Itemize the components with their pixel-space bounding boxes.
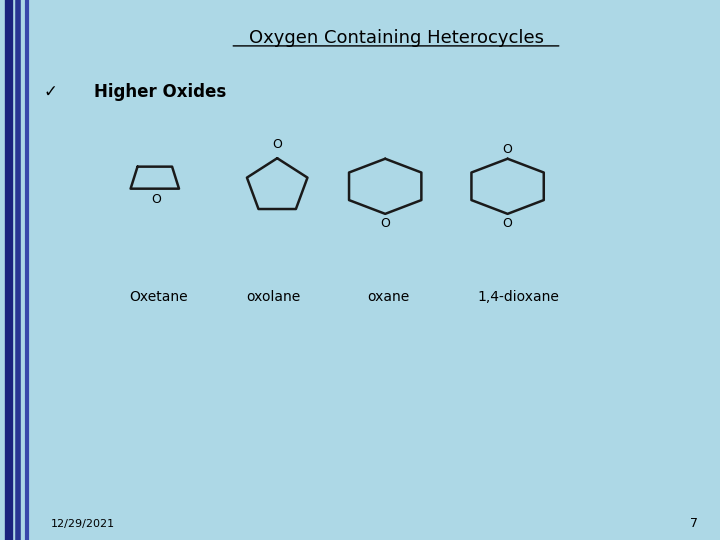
Text: O: O bbox=[503, 217, 513, 230]
Text: O: O bbox=[272, 138, 282, 151]
Text: oxane: oxane bbox=[368, 290, 410, 304]
Text: O: O bbox=[380, 217, 390, 230]
Text: O: O bbox=[152, 193, 161, 206]
Text: ✓: ✓ bbox=[43, 83, 58, 101]
Text: 12/29/2021: 12/29/2021 bbox=[50, 519, 114, 529]
Text: Higher Oxides: Higher Oxides bbox=[94, 83, 226, 101]
Text: oxolane: oxolane bbox=[246, 290, 301, 304]
Text: O: O bbox=[503, 143, 513, 156]
Text: Oxetane: Oxetane bbox=[129, 290, 188, 304]
Text: 1,4-dioxane: 1,4-dioxane bbox=[477, 290, 559, 304]
Text: Oxygen Containing Heterocycles: Oxygen Containing Heterocycles bbox=[248, 29, 544, 47]
Text: 7: 7 bbox=[690, 517, 698, 530]
